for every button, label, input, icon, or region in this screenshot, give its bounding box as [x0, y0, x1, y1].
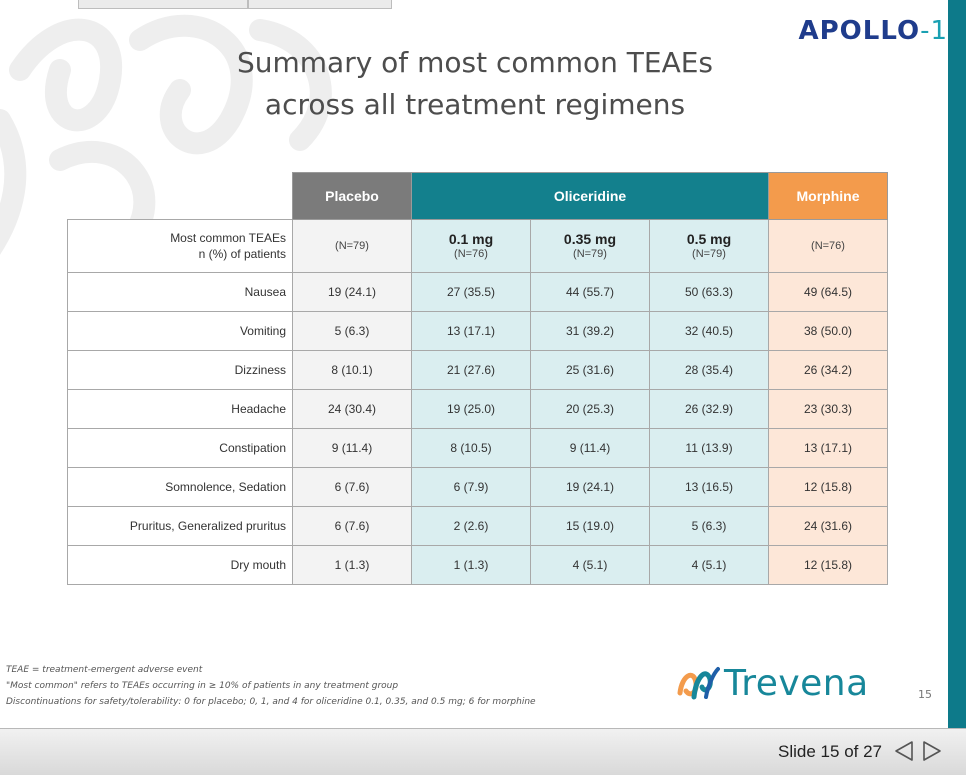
- prev-slide-triangle-icon[interactable]: [892, 738, 916, 764]
- cell-placebo: 5 (6.3): [292, 311, 412, 351]
- title-line-2: across all treatment regimens: [264, 88, 686, 121]
- placebo-n: (N=79): [292, 219, 412, 273]
- right-accent-bar: [948, 0, 966, 728]
- cell-oliceridine-0-1mg: 2 (2.6): [411, 506, 531, 546]
- cell-placebo: 6 (7.6): [292, 467, 412, 507]
- cell-morphine: 23 (30.3): [768, 389, 888, 429]
- cell-oliceridine-0-35mg: 20 (25.3): [530, 389, 650, 429]
- row-label: Pruritus, Generalized pruritus: [67, 506, 293, 546]
- row-header-label: Most common TEAEs n (%) of patients: [67, 219, 293, 273]
- trevena-logo-icon: [677, 667, 720, 700]
- cell-oliceridine-0-35mg: 15 (19.0): [530, 506, 650, 546]
- table-row: Nausea 19 (24.1) 27 (35.5) 44 (55.7) 50 (63.…: [67, 272, 888, 312]
- slide-title: Summary of most common TEAEs across all …: [150, 42, 800, 126]
- cell-morphine: 26 (34.2): [768, 350, 888, 390]
- row-label: Dry mouth: [67, 545, 293, 585]
- cell-morphine: 49 (64.5): [768, 272, 888, 312]
- row-label: Dizziness: [67, 350, 293, 390]
- row-label: Nausea: [67, 272, 293, 312]
- table-row: Vomiting 5 (6.3) 13 (17.1) 31 (39.2) 32 (40.…: [67, 311, 888, 351]
- title-line-1: Summary of most common TEAEs: [236, 46, 714, 79]
- page-number: 15: [918, 688, 932, 701]
- cell-morphine: 38 (50.0): [768, 311, 888, 351]
- header-morphine: Morphine: [768, 172, 888, 220]
- cell-oliceridine-0-5mg: 28 (35.4): [649, 350, 769, 390]
- row-label: Headache: [67, 389, 293, 429]
- cell-placebo: 24 (30.4): [292, 389, 412, 429]
- dose-0-1mg: 0.1 mg (N=76): [411, 219, 531, 273]
- background-swirl-decoration: [0, 14, 332, 255]
- cell-oliceridine-0-5mg: 4 (5.1): [649, 545, 769, 585]
- table-row: Dry mouth 1 (1.3) 1 (1.3) 4 (5.1) 4 (5.1) 12 …: [67, 545, 888, 585]
- cell-placebo: 9 (11.4): [292, 428, 412, 468]
- cell-oliceridine-0-35mg: 25 (31.6): [530, 350, 650, 390]
- table-row: Somnolence, Sedation 6 (7.6) 6 (7.9) 19 (24…: [67, 467, 888, 507]
- cell-oliceridine-0-35mg: 4 (5.1): [530, 545, 650, 585]
- cell-oliceridine-0-1mg: 21 (27.6): [411, 350, 531, 390]
- table-group-header-row: Placebo Oliceridine Morphine: [68, 172, 888, 220]
- cell-morphine: 13 (17.1): [768, 428, 888, 468]
- table-subheader-row: Most common TEAEs n (%) of patients (N=7…: [67, 219, 888, 273]
- tab-2[interactable]: [248, 0, 392, 9]
- presentation-statusbar: Slide 15 of 27: [0, 728, 966, 775]
- row-label: Somnolence, Sedation: [67, 467, 293, 507]
- footnote-3: Discontinuations for safety/tolerability…: [6, 697, 536, 707]
- teae-summary-table: Placebo Oliceridine Morphine Most common…: [67, 172, 888, 585]
- trevena-wordmark: Trevena: [724, 662, 869, 704]
- apollo-logo: APOLLO-1: [798, 16, 948, 46]
- cell-oliceridine-0-1mg: 13 (17.1): [411, 311, 531, 351]
- cell-oliceridine-0-1mg: 27 (35.5): [411, 272, 531, 312]
- slide-counter: Slide 15 of 27: [778, 742, 882, 761]
- cell-oliceridine-0-35mg: 19 (24.1): [530, 467, 650, 507]
- cell-oliceridine-0-1mg: 1 (1.3): [411, 545, 531, 585]
- cell-oliceridine-0-5mg: 11 (13.9): [649, 428, 769, 468]
- slide-canvas: APOLLO-1 Summary of most common TEAEs ac…: [0, 10, 948, 728]
- cell-oliceridine-0-1mg: 6 (7.9): [411, 467, 531, 507]
- tab-strip: [0, 0, 966, 10]
- table-row: Headache 24 (30.4) 19 (25.0) 20 (25.3) 26 (3…: [67, 389, 888, 429]
- cell-oliceridine-0-1mg: 19 (25.0): [411, 389, 531, 429]
- cell-oliceridine-0-5mg: 50 (63.3): [649, 272, 769, 312]
- table-row: Constipation 9 (11.4) 8 (10.5) 9 (11.4) 11 (…: [67, 428, 888, 468]
- cell-oliceridine-0-35mg: 44 (55.7): [530, 272, 650, 312]
- table-row: Pruritus, Generalized pruritus 6 (7.6) 2 (…: [67, 506, 888, 546]
- cell-placebo: 8 (10.1): [292, 350, 412, 390]
- header-oliceridine: Oliceridine: [411, 172, 769, 220]
- cell-oliceridine-0-5mg: 26 (32.9): [649, 389, 769, 429]
- cell-oliceridine-0-5mg: 13 (16.5): [649, 467, 769, 507]
- cell-morphine: 12 (15.8): [768, 545, 888, 585]
- cell-oliceridine-0-35mg: 9 (11.4): [530, 428, 650, 468]
- cell-placebo: 19 (24.1): [292, 272, 412, 312]
- cell-oliceridine-0-35mg: 31 (39.2): [530, 311, 650, 351]
- cell-placebo: 1 (1.3): [292, 545, 412, 585]
- cell-oliceridine-0-5mg: 32 (40.5): [649, 311, 769, 351]
- cell-morphine: 12 (15.8): [768, 467, 888, 507]
- next-slide-triangle-icon[interactable]: [920, 738, 944, 764]
- table-row: Dizziness 8 (10.1) 21 (27.6) 25 (31.6) 28 (3…: [67, 350, 888, 390]
- cell-morphine: 24 (31.6): [768, 506, 888, 546]
- row-label: Constipation: [67, 428, 293, 468]
- footnotes: TEAE = treatment-emergent adverse event …: [6, 662, 536, 710]
- footnote-2: "Most common" refers to TEAEs occurring …: [6, 681, 399, 691]
- morphine-n: (N=76): [768, 219, 888, 273]
- cell-oliceridine-0-1mg: 8 (10.5): [411, 428, 531, 468]
- trevena-logo: Trevena: [676, 660, 869, 706]
- cell-oliceridine-0-5mg: 5 (6.3): [649, 506, 769, 546]
- cell-placebo: 6 (7.6): [292, 506, 412, 546]
- footnote-1: TEAE = treatment-emergent adverse event: [6, 665, 203, 675]
- dose-0-5mg: 0.5 mg (N=79): [649, 219, 769, 273]
- tab-1[interactable]: [78, 0, 248, 9]
- header-placebo: Placebo: [292, 172, 412, 220]
- dose-0-35mg: 0.35 mg (N=79): [530, 219, 650, 273]
- row-label: Vomiting: [67, 311, 293, 351]
